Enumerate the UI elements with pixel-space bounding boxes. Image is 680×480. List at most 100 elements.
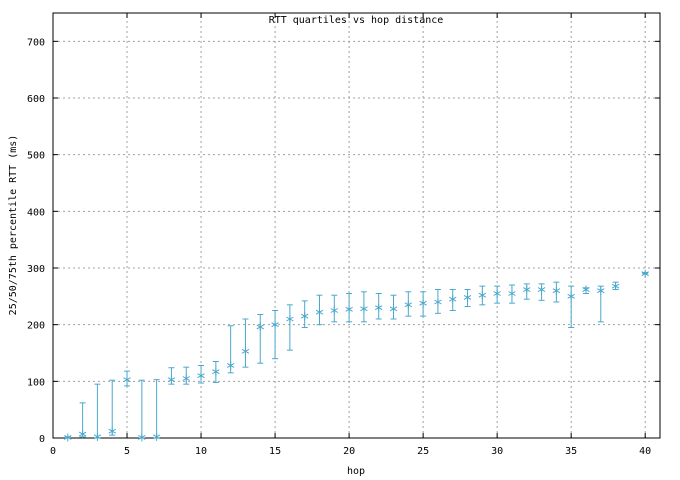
x-tick-label: 30 [491,446,503,457]
median-marker [419,299,427,308]
median-marker [167,375,176,384]
median-marker [93,432,102,441]
y-axis-label: 25/50/75th percentile RTT (ms) [8,135,19,316]
data-point [419,291,427,317]
data-point [434,289,442,314]
y-tick-label: 400 [27,207,45,218]
data-point [641,269,649,278]
data-point [552,281,561,303]
data-point [463,289,472,308]
data-point [582,285,590,294]
median-marker [182,374,190,383]
y-tick-label: 300 [27,264,45,275]
median-marker [611,282,620,291]
data-point [360,291,368,323]
median-marker [286,315,294,323]
plot-frame [52,12,661,439]
median-marker [197,371,205,380]
data-point [611,281,620,291]
median-marker [552,286,561,295]
x-tick-label: 10 [195,446,207,457]
data-point [523,283,531,300]
data-point [256,313,264,364]
median-marker [493,289,501,298]
data-series [64,269,649,442]
data-point [226,325,235,374]
data-point [389,294,398,320]
median-marker [404,300,413,309]
data-point [108,379,116,436]
data-point [138,379,146,442]
data-point [508,284,516,304]
y-tick-label: 0 [39,434,45,445]
median-marker [641,269,649,278]
y-tick-label: 500 [27,151,45,162]
data-point [93,383,102,441]
median-marker [360,304,368,313]
x-tick-label: 0 [50,446,56,457]
median-marker [271,320,279,329]
median-marker [597,286,605,295]
x-tick-label: 15 [269,446,281,457]
x-tick-label: 25 [417,446,429,457]
median-marker [374,303,383,312]
median-marker [449,295,457,304]
median-marker [64,433,72,442]
grid-lines [53,13,660,438]
median-marker [315,308,324,317]
median-marker [152,432,161,441]
median-marker [434,298,442,306]
y-tick-label: 200 [27,321,45,332]
data-point [241,318,250,368]
y-tick-label: 100 [27,377,45,388]
median-marker [537,285,546,294]
median-marker [226,361,235,370]
data-point [404,291,413,317]
x-tick-label: 20 [343,446,355,457]
median-marker [123,375,131,384]
data-point [197,364,205,384]
data-point [315,294,324,326]
median-marker [478,291,487,300]
data-point [449,289,457,311]
median-marker [463,293,472,302]
data-point [300,300,309,328]
data-point [64,433,72,442]
median-marker [256,322,264,331]
median-marker [508,289,516,298]
median-marker [330,306,339,315]
median-marker [300,312,309,321]
data-point [567,285,575,328]
x-tick-label: 5 [124,446,130,457]
data-point [345,293,353,323]
median-marker [78,430,87,439]
data-point [374,293,383,320]
y-tick-label: 600 [27,94,45,105]
chart-title: RTT quartiles vs hop distance [269,15,444,26]
data-point [167,367,176,385]
median-marker [108,427,116,436]
x-tick-label: 35 [565,446,577,457]
median-marker [582,285,590,294]
median-marker [389,304,398,313]
median-marker [345,305,353,314]
data-point [152,379,161,441]
median-marker [523,285,531,294]
data-point [78,402,87,439]
data-point [271,310,279,360]
data-point [493,285,501,304]
x-axis-label: hop [347,466,365,477]
median-marker [138,433,146,442]
y-tick-label: 700 [27,37,45,48]
data-point [478,285,487,306]
data-point [537,283,546,301]
data-point [123,370,131,387]
data-point [182,366,190,385]
median-marker [567,292,575,301]
data-point [286,304,294,351]
data-point [597,285,605,323]
data-point [212,361,220,383]
x-tick-label: 40 [639,446,651,457]
